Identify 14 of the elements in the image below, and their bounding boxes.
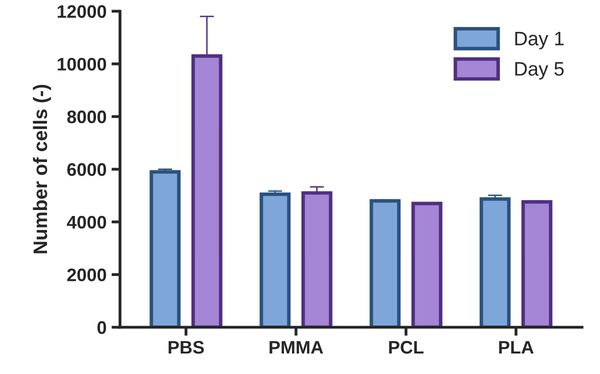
y-tick-label: 4000 [66, 216, 106, 229]
x-tick-label: PBS [168, 340, 204, 354]
y-tick-label: 6000 [67, 163, 106, 176]
y-tick-label: 8000 [67, 110, 106, 124]
y-axis-title: Number of cells (-) [32, 84, 52, 254]
y-tick-label: 0 [97, 321, 106, 334]
legend-label: Day 5 [515, 62, 564, 80]
y-tick-label: 2000 [67, 268, 106, 282]
y-tick-label: 12000 [58, 5, 106, 18]
x-tick-label: PMMA [270, 341, 324, 354]
x-tick-label: PCL [389, 340, 424, 354]
x-tick-label: PLA [499, 341, 534, 354]
y-tick-label: 10000 [58, 58, 106, 71]
legend-label: Day 1 [515, 32, 564, 50]
